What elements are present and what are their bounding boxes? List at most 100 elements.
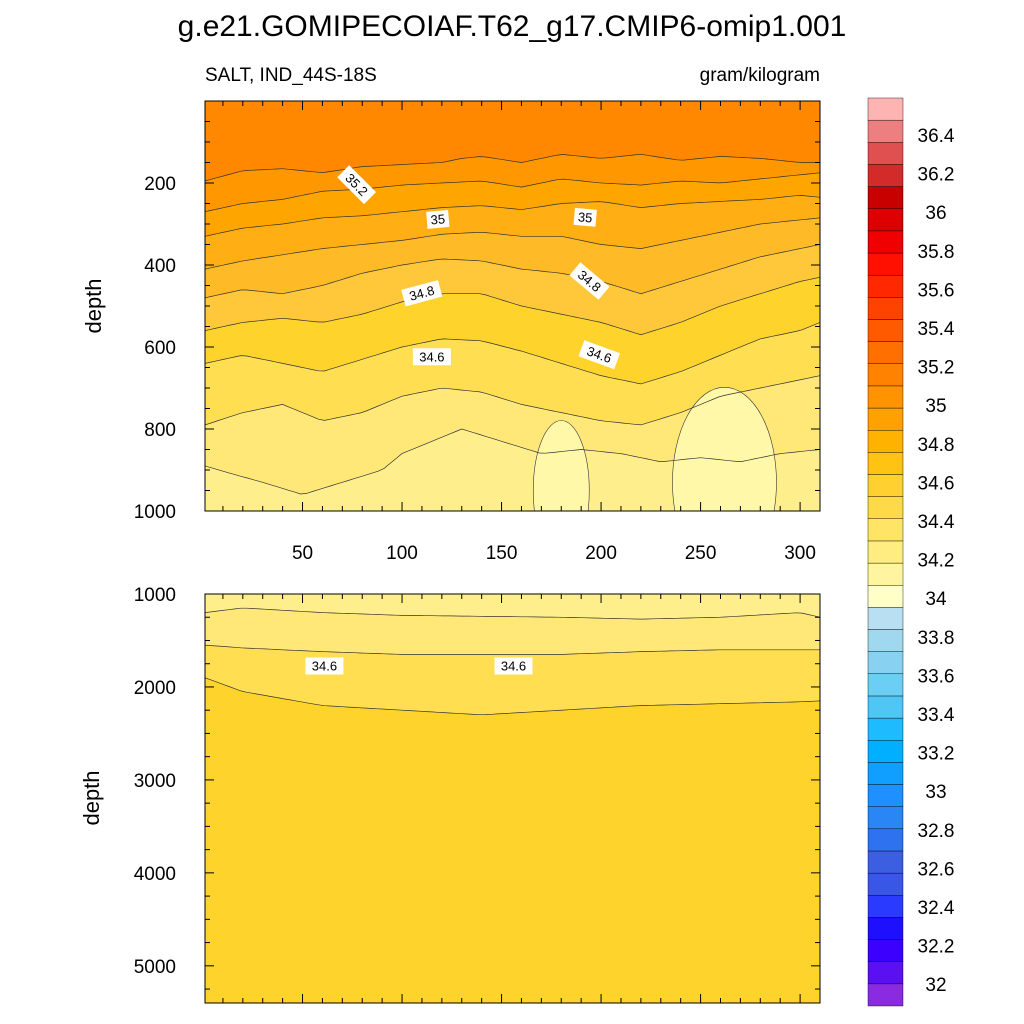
x-tick-label: 50 <box>292 543 313 564</box>
contour-label-text: 34.6 <box>501 659 526 674</box>
contour-fill-band <box>532 420 590 511</box>
colorbar-box <box>867 983 904 1007</box>
colorbar-box <box>867 252 904 276</box>
colorbar-box <box>867 806 904 830</box>
colorbar-box <box>867 297 904 320</box>
contour-label: 34.6 <box>412 348 451 366</box>
colorbar-label: 33 <box>925 782 946 803</box>
contour-line <box>205 677 820 716</box>
colorbar-box <box>867 917 904 940</box>
colorbar-box <box>867 717 904 741</box>
contour-label-text: 35 <box>430 211 446 227</box>
colorbar: 36.4 36.2 36 35.8 35.6 35.4 35.2 35 34.8 34.6 34.4… <box>867 97 955 1007</box>
contour-line <box>205 195 820 237</box>
colorbar-label: 36.4 <box>918 126 955 147</box>
colorbar-label: 33.4 <box>918 705 955 726</box>
colorbar-box <box>867 518 904 542</box>
colorbar-label: 35.6 <box>918 280 955 301</box>
contour-line <box>205 322 820 385</box>
colorbar-box <box>867 230 904 254</box>
colorbar-label: 35.8 <box>918 242 955 263</box>
chart-title: g.e21.GOMIPECOIAF.T62_g17.CMIP6-omip1.00… <box>178 10 847 43</box>
contour-label: 35 <box>573 207 597 227</box>
colorbar-label: 36 <box>925 203 946 224</box>
colorbar-label: 34.4 <box>918 512 955 533</box>
colorbar-box <box>867 939 904 962</box>
colorbar-box <box>867 895 904 918</box>
y-tick-label: 4000 <box>134 864 176 885</box>
colorbar-box <box>867 186 904 209</box>
colorbar-label: 32.6 <box>918 859 955 880</box>
colorbar-box <box>867 97 904 121</box>
colorbar-box <box>867 961 904 985</box>
left-string: SALT, IND_44S-18S <box>205 65 377 86</box>
colorbar-label: 35.4 <box>918 319 955 340</box>
x-tick-label: 200 <box>585 543 617 564</box>
contour-label: 35 <box>426 209 450 229</box>
contour-line <box>205 607 820 620</box>
colorbar-box <box>867 872 904 896</box>
colorbar-box <box>867 695 904 719</box>
colorbar-box <box>867 496 904 519</box>
colorbar-box <box>867 850 904 874</box>
contour-label-text: 34.6 <box>312 659 337 674</box>
contour-line <box>205 644 820 655</box>
colorbar-box <box>867 562 904 586</box>
contour-label-box <box>337 165 377 205</box>
colorbar-label: 32.8 <box>918 821 955 842</box>
contour-label-box <box>569 262 610 300</box>
contour-label-box <box>426 209 450 229</box>
contour-label-box <box>573 207 597 227</box>
contour-label-box <box>305 657 344 675</box>
colorbar-box <box>867 629 904 652</box>
contour-label: 34.6 <box>578 340 621 370</box>
colorbar-box <box>867 119 904 143</box>
contour-line <box>205 375 820 426</box>
contour-label-box <box>578 340 621 370</box>
contour-label: 34.8 <box>401 280 443 307</box>
contour-line <box>205 153 820 182</box>
colorbar-box <box>867 429 904 453</box>
colorbar-box <box>867 274 904 298</box>
y-tick-label: 200 <box>144 174 176 195</box>
contour-label-text: 34.8 <box>408 283 436 304</box>
colorbar-label: 34.6 <box>918 473 955 494</box>
colorbar-box <box>867 164 904 187</box>
y-tick-label: 1000 <box>134 585 176 606</box>
colorbar-box <box>867 407 904 431</box>
x-tick-label: 150 <box>486 543 518 564</box>
upper-y-axis-title: depth <box>81 278 106 333</box>
colorbar-box <box>867 784 904 807</box>
x-tick-label: 250 <box>685 543 717 564</box>
colorbar-box <box>867 208 904 232</box>
contour-line <box>205 217 820 270</box>
colorbar-label: 36.2 <box>918 165 955 186</box>
contour-line <box>205 244 820 299</box>
colorbar-label: 34.2 <box>918 551 955 572</box>
y-tick-label: 2000 <box>134 678 176 699</box>
colorbar-box <box>867 474 904 497</box>
y-tick-label: 800 <box>144 420 176 441</box>
lower-plot-frame <box>204 593 821 1004</box>
contour-label: 34.6 <box>494 657 533 675</box>
contour-label-text: 34.6 <box>419 349 444 364</box>
lower-y-axis-title: depth <box>79 770 104 825</box>
colorbar-box <box>867 762 904 785</box>
colorbar-box <box>867 142 904 165</box>
colorbar-label: 34.8 <box>918 435 955 456</box>
colorbar-box <box>867 651 904 675</box>
colorbar-label: 33.8 <box>918 628 955 649</box>
colorbar-label: 35 <box>925 396 946 417</box>
colorbar-box <box>867 540 904 564</box>
contour-fill-band <box>205 677 820 1003</box>
colorbar-label: 35.2 <box>918 358 955 379</box>
colorbar-label: 32.2 <box>918 937 955 958</box>
colorbar-box <box>867 385 904 409</box>
y-tick-label: 600 <box>144 338 176 359</box>
colorbar-label: 34 <box>925 589 947 610</box>
contour-label-box <box>401 280 443 307</box>
right-string: gram/kilogram <box>700 65 820 86</box>
contour-label: 34.6 <box>305 657 344 675</box>
